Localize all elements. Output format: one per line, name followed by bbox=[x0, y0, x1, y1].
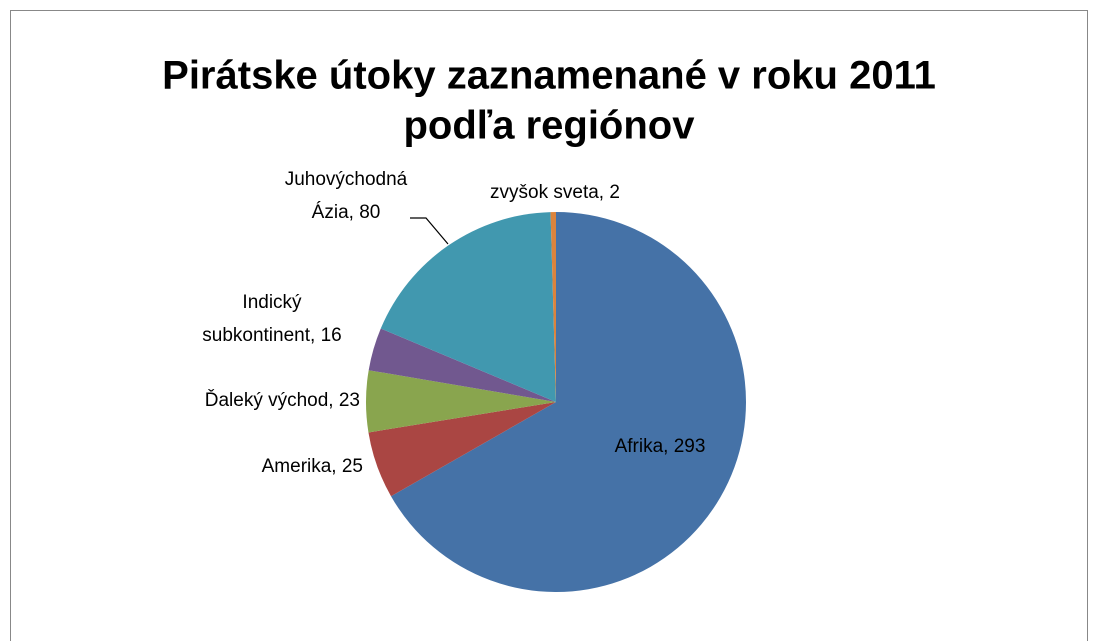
data-label: Ďaleký východ, 23 bbox=[205, 389, 360, 411]
data-label: zvyšok sveta, 2 bbox=[490, 182, 620, 203]
data-label: Ázia, 80 bbox=[312, 202, 381, 223]
pie-slice bbox=[368, 402, 556, 497]
data-label: subkontinent, 16 bbox=[202, 325, 341, 346]
chart-title: Pirátske útoky zaznamenané v roku 2011 bbox=[162, 54, 936, 98]
pie-slice bbox=[368, 328, 556, 402]
data-label: Indický bbox=[242, 292, 302, 313]
pie-slice bbox=[366, 370, 556, 433]
pie-slice bbox=[380, 212, 556, 402]
data-label: Afrika, 293 bbox=[615, 436, 706, 457]
pie-slice bbox=[391, 212, 747, 592]
data-label: Amerika, 25 bbox=[262, 456, 363, 477]
chart-title: podľa regiónov bbox=[404, 104, 696, 148]
leader-line bbox=[410, 217, 449, 245]
data-label: Juhovýchodná bbox=[285, 169, 408, 190]
pie-slice bbox=[550, 212, 556, 402]
